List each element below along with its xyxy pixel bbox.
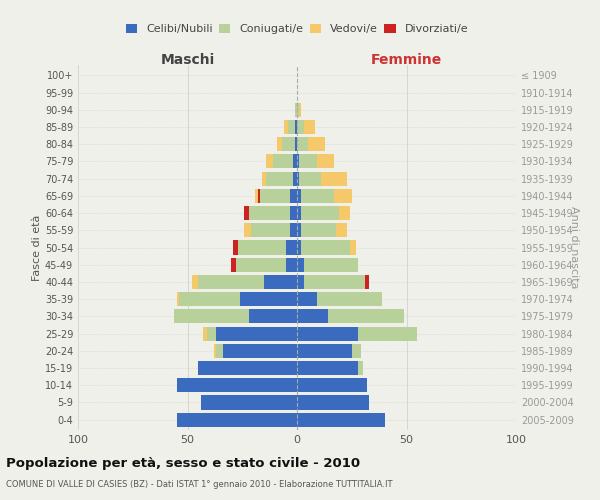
Bar [176, 412, 297, 426]
Bar [266, 172, 293, 185]
Y-axis label: Anni di nascita: Anni di nascita [569, 206, 579, 289]
Text: Maschi: Maschi [160, 52, 215, 66]
Bar [304, 275, 365, 289]
Bar [350, 240, 356, 254]
Bar [273, 154, 293, 168]
Bar [223, 344, 297, 358]
Bar [297, 102, 299, 117]
Bar [321, 172, 347, 185]
Bar [297, 361, 358, 375]
Bar [297, 223, 301, 238]
Bar [297, 154, 299, 168]
Bar [299, 172, 321, 185]
Bar [295, 120, 297, 134]
Bar [297, 378, 367, 392]
Bar [358, 361, 362, 375]
Bar [260, 189, 290, 203]
Bar [317, 292, 382, 306]
Bar [176, 378, 297, 392]
Bar [238, 240, 286, 254]
Bar [240, 292, 297, 306]
Bar [301, 206, 338, 220]
Bar [290, 189, 297, 203]
Bar [200, 396, 297, 409]
Bar [216, 344, 223, 358]
Bar [297, 412, 385, 426]
Bar [297, 292, 317, 306]
Bar [365, 275, 369, 289]
Bar [288, 120, 295, 134]
Bar [264, 275, 297, 289]
Bar [337, 223, 347, 238]
Bar [199, 275, 264, 289]
Bar [284, 120, 288, 134]
Text: Popolazione per età, sesso e stato civile - 2010: Popolazione per età, sesso e stato civil… [6, 458, 360, 470]
Legend: Celibi/Nubili, Coniugati/e, Vedovi/e, Divorziati/e: Celibi/Nubili, Coniugati/e, Vedovi/e, Di… [121, 20, 473, 39]
Bar [297, 137, 308, 152]
Bar [176, 292, 179, 306]
Bar [244, 223, 251, 238]
Bar [286, 240, 297, 254]
Bar [281, 137, 295, 152]
Bar [301, 240, 350, 254]
Bar [338, 206, 350, 220]
Bar [249, 310, 297, 324]
Bar [299, 154, 317, 168]
Bar [304, 120, 314, 134]
Bar [236, 258, 286, 272]
Bar [297, 396, 369, 409]
Bar [293, 154, 297, 168]
Bar [297, 120, 304, 134]
Bar [308, 137, 325, 152]
Bar [232, 258, 236, 272]
Bar [352, 344, 361, 358]
Bar [297, 275, 304, 289]
Bar [262, 172, 266, 185]
Y-axis label: Fasce di età: Fasce di età [32, 214, 42, 280]
Bar [192, 275, 199, 289]
Bar [297, 189, 301, 203]
Bar [277, 137, 281, 152]
Bar [297, 240, 301, 254]
Bar [297, 172, 299, 185]
Bar [203, 326, 207, 340]
Bar [244, 206, 249, 220]
Bar [286, 258, 297, 272]
Bar [295, 137, 297, 152]
Bar [214, 344, 216, 358]
Bar [290, 223, 297, 238]
Bar [295, 102, 297, 117]
Bar [251, 223, 290, 238]
Bar [299, 102, 301, 117]
Bar [334, 189, 352, 203]
Bar [358, 326, 418, 340]
Bar [266, 154, 273, 168]
Bar [233, 240, 238, 254]
Bar [216, 326, 297, 340]
Bar [297, 258, 304, 272]
Bar [179, 292, 240, 306]
Bar [256, 189, 257, 203]
Bar [297, 344, 352, 358]
Bar [317, 154, 334, 168]
Bar [175, 310, 249, 324]
Bar [301, 189, 334, 203]
Bar [293, 172, 297, 185]
Bar [297, 326, 358, 340]
Bar [207, 326, 216, 340]
Text: COMUNE DI VALLE DI CASIES (BZ) - Dati ISTAT 1° gennaio 2010 - Elaborazione TUTTI: COMUNE DI VALLE DI CASIES (BZ) - Dati IS… [6, 480, 392, 489]
Text: Femmine: Femmine [371, 52, 442, 66]
Bar [290, 206, 297, 220]
Bar [249, 206, 290, 220]
Bar [297, 310, 328, 324]
Bar [257, 189, 260, 203]
Bar [328, 310, 404, 324]
Bar [304, 258, 358, 272]
Bar [297, 206, 301, 220]
Bar [199, 361, 297, 375]
Bar [301, 223, 337, 238]
